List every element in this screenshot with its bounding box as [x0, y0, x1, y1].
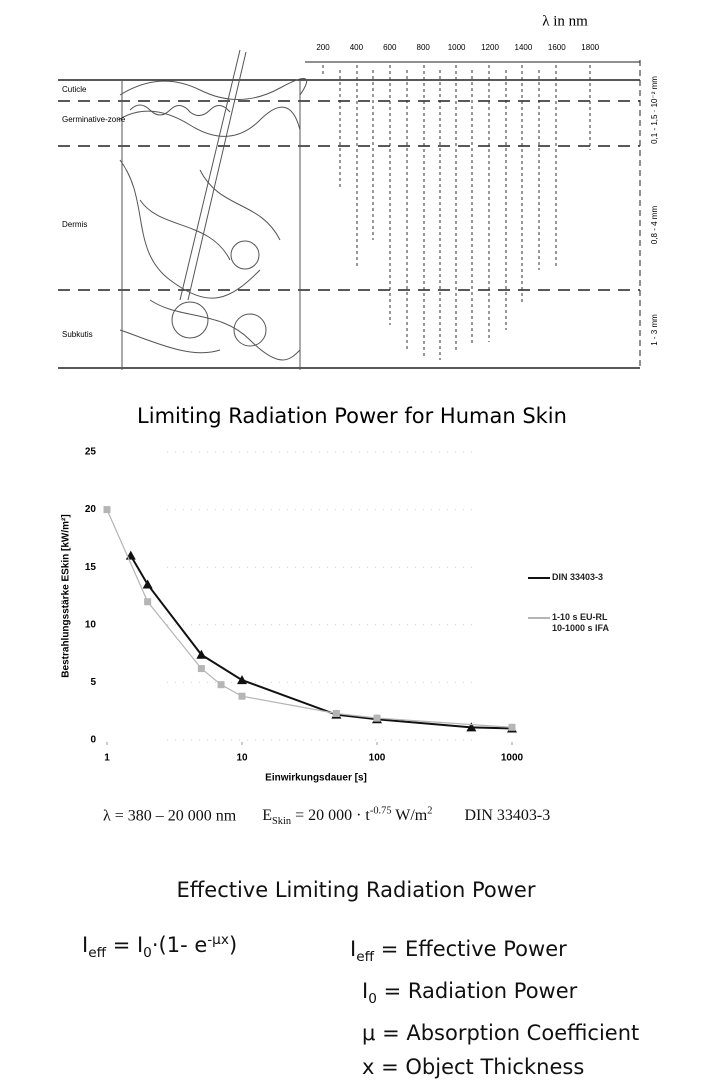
y-tick-label: 20: [85, 504, 97, 515]
formula-line: λ = 380 – 20 000 nm ESkin = 20 000 · t-0…: [103, 806, 550, 828]
definition: x = Object Thickness: [350, 1050, 639, 1084]
y-tick-label: 10: [85, 619, 97, 630]
penetration-arrows: [322, 65, 591, 360]
layer-label: Germinative-zone: [62, 115, 126, 124]
point: [196, 649, 207, 659]
x-tick-label: 1000: [501, 753, 524, 764]
wavelength-labels: 200 400 600 800 1000 1200 1400 1600 1800: [316, 43, 599, 52]
definitions: Ieff = Effective Power I0 = Radiation Pow…: [350, 932, 639, 1084]
formula-subscript: eff: [88, 945, 106, 962]
skin-illustration: [117, 49, 308, 370]
x-tick-label: 10: [236, 753, 248, 764]
formula-subscript: Skin: [272, 816, 292, 828]
wavelength-label: 800: [417, 43, 431, 52]
point: [144, 598, 152, 606]
formula-unit: W/m: [395, 807, 428, 825]
depth-label: 0,8 - 4 mm: [650, 206, 659, 245]
series-line: [129, 555, 513, 730]
definition-symbol: μ: [362, 1021, 376, 1046]
wavelength-label: 400: [350, 43, 364, 52]
wavelength-label: 1800: [581, 43, 599, 52]
wavelength-label: 1400: [515, 43, 533, 52]
definition-text: = Radiation Power: [383, 979, 578, 1004]
legend-label: DIN 33403-3: [552, 572, 604, 582]
point: [217, 681, 225, 689]
effective-formula: Ieff = I0·(1- e-μx): [82, 932, 237, 961]
y-tick-label: 0: [90, 735, 96, 746]
formula-subscript: 0: [143, 945, 152, 962]
unit-label: λ in nm: [542, 13, 588, 29]
definition-text: = Absorption Coefficient: [382, 1021, 640, 1046]
y-tick-label: 25: [85, 447, 97, 458]
formula-part: ): [228, 933, 238, 957]
point: [508, 723, 516, 731]
formula-unit-exponent: 2: [427, 806, 433, 817]
skin-diagram: [58, 49, 641, 370]
depth-label: 1 - 3 mm: [650, 314, 659, 346]
depth-label: 0,1 - 1,5 · 10⁻² mm: [650, 76, 659, 144]
point: [103, 506, 111, 514]
definition-symbol: x: [362, 1055, 375, 1080]
x-tick-label: 100: [369, 753, 386, 764]
formula-exponent: -μx: [207, 932, 229, 948]
definition: μ = Absorption Coefficient: [350, 1016, 639, 1050]
point: [238, 692, 246, 700]
point: [373, 714, 381, 722]
wavelength-label: 1200: [481, 43, 499, 52]
chart: 0 5 10 15 20 25 1 10 100 1000: [85, 447, 550, 764]
layer-label: Cuticle: [62, 85, 87, 94]
definition-subscript: 0: [368, 991, 377, 1008]
wavelength-label: 200: [316, 43, 330, 52]
definition: I0 = Radiation Power: [350, 974, 639, 1016]
formula-symbol: I: [82, 933, 89, 957]
wavelength-range: λ = 380 – 20 000 nm: [103, 807, 237, 825]
chart-title: Limiting Radiation Power for Human Skin: [137, 404, 567, 428]
point: [466, 722, 477, 732]
formula-part: = I: [112, 933, 144, 957]
definition-text: = Effective Power: [380, 937, 567, 961]
formula-exponent: -0.75: [369, 806, 392, 817]
section-title: Effective Limiting Radiation Power: [176, 878, 536, 902]
definition-text: = Object Thickness: [381, 1055, 585, 1080]
y-tick-label: 15: [85, 562, 97, 573]
legend-label: 1-10 s EU-RL 10-1000 s IFA: [552, 612, 610, 633]
wavelength-label: 600: [383, 43, 397, 52]
definition-symbol: I: [350, 937, 357, 961]
x-axis-title: Einwirkungsdauer [s]: [265, 773, 367, 784]
y-tick-label: 5: [90, 677, 96, 688]
series-line: [106, 509, 513, 728]
point: [197, 665, 205, 673]
definition-symbol: I: [362, 979, 369, 1004]
layer-label: Dermis: [62, 220, 87, 229]
y-axis-title: Bestrahlungsstärke ESkin [kW/m²]: [61, 514, 72, 677]
x-tick-label: 1: [104, 753, 110, 764]
wavelength-label: 1000: [448, 43, 466, 52]
point: [332, 710, 340, 718]
layer-label: Subkutis: [62, 330, 93, 339]
definition-subscript: eff: [356, 949, 374, 966]
formula-expression: = 20 000 · t: [295, 807, 370, 825]
wavelength-label: 1600: [548, 43, 566, 52]
formula-symbol: E: [262, 807, 273, 825]
standard: DIN 33403-3: [464, 807, 551, 825]
point: [237, 675, 247, 685]
point: [142, 579, 153, 589]
definition: Ieff = Effective Power: [350, 932, 639, 974]
formula-part: ·(1- e: [151, 933, 208, 957]
